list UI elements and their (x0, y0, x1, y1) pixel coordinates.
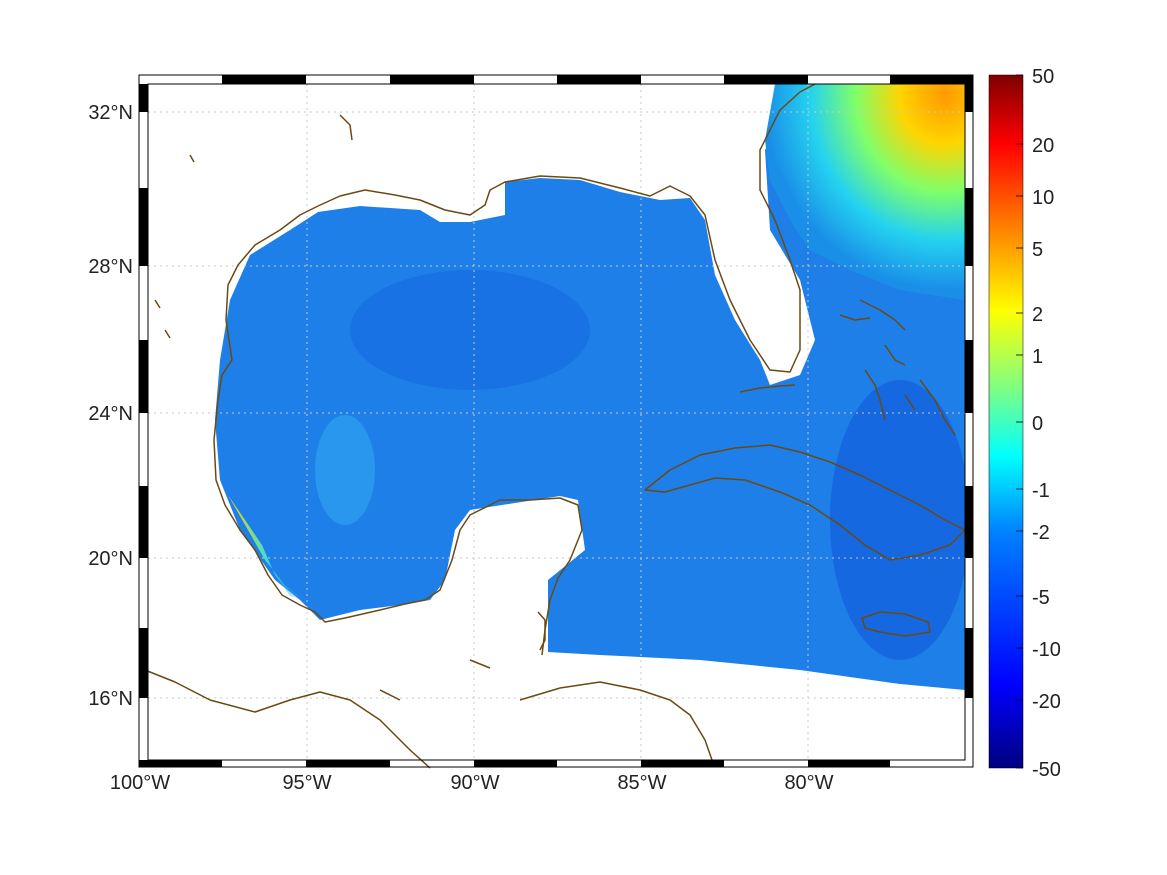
jamaica-coast (861, 611, 931, 637)
lon-label-100w: 100°W (110, 772, 170, 794)
cuba-coast (644, 444, 966, 561)
colorbar-tick-label: 5 (1032, 239, 1043, 261)
deep-blue-patch-center (350, 270, 590, 390)
colorbar-tick-label: 0 (1032, 413, 1043, 435)
colorbar-tick-label: -5 (1032, 587, 1050, 609)
colorbar-tick-label: -10 (1032, 639, 1061, 661)
louisiana-islands (154, 114, 353, 339)
lon-label-85w: 85°W (617, 772, 666, 794)
yucatan-islands (379, 611, 546, 701)
lat-label-16n: 16°N (88, 688, 133, 710)
lat-label-24n: 24°N (88, 403, 133, 425)
colorbar-tick-label: 2 (1032, 304, 1043, 326)
lat-label-20n: 20°N (88, 548, 133, 570)
map-frame (138, 74, 974, 768)
coastlines (139, 83, 966, 769)
atlantic-warm-field (765, 84, 965, 300)
central-america-pacific-coast (139, 667, 431, 769)
gulf-of-mexico-field (215, 84, 965, 690)
us-mexico-gulf-coast (317, 83, 816, 373)
colorbar-tick-label: 1 (1032, 346, 1043, 368)
colorbar-tick-label: -2 (1032, 522, 1050, 544)
bahamas-islands (839, 299, 956, 436)
lon-label-95w: 95°W (282, 772, 331, 794)
colorbar-tick-label: -1 (1032, 480, 1050, 502)
west-gulf-coast (213, 205, 583, 656)
ocean-field (215, 84, 965, 690)
colorbar-tick-label: -20 (1032, 691, 1061, 713)
light-blue-patch (315, 415, 375, 525)
florida-keys (739, 384, 796, 393)
deep-blue-patch-east (830, 380, 965, 660)
lat-axis-labels: 32°N 28°N 24°N 20°N 16°N (88, 102, 133, 710)
graticule (148, 84, 965, 760)
colorbar-gradient (988, 74, 1024, 769)
colorbar-tick-label: 50 (1032, 66, 1054, 88)
lon-label-90w: 90°W (450, 772, 499, 794)
lat-label-32n: 32°N (88, 102, 133, 124)
colorbar-tick-label: 20 (1032, 135, 1054, 157)
lon-label-80w: 80°W (784, 772, 833, 794)
honduras-coast (519, 681, 713, 761)
colorbar-tick-label: 10 (1032, 187, 1054, 209)
lat-label-28n: 28°N (88, 256, 133, 278)
lon-axis-labels: 100°W 95°W 90°W 85°W 80°W (110, 772, 834, 794)
colorbar-tick-label: -50 (1032, 759, 1061, 781)
